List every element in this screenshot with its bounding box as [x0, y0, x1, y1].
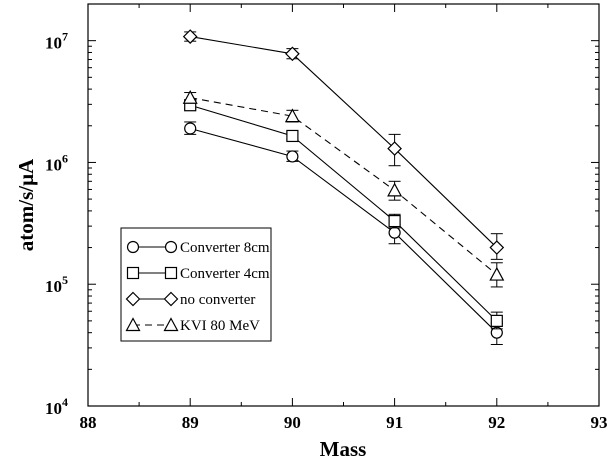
y-tick-label: 104 [45, 395, 68, 418]
legend-marker-start [125, 317, 141, 332]
legend-marker-end [163, 291, 179, 307]
axis-ticks [87, 3, 600, 407]
legend-marker-start [126, 240, 140, 254]
x-tick-label: 90 [284, 413, 301, 432]
legend-marker-end [164, 240, 178, 254]
series-1 [184, 99, 503, 330]
legend-item-0: Converter 8cm [126, 240, 270, 256]
data-point [286, 150, 299, 163]
series-3 [182, 89, 505, 288]
legend-marker-end [164, 266, 178, 280]
series-line [190, 127, 498, 334]
x-tick-label: 92 [488, 413, 505, 432]
data-point [388, 214, 401, 228]
y-tick-label: 105 [45, 273, 68, 296]
legend-marker-start [126, 266, 140, 280]
series-line [190, 97, 498, 276]
x-axis-title: Mass [320, 437, 367, 461]
x-tick-label: 93 [591, 413, 608, 432]
data-point [489, 266, 505, 281]
x-tick-label: 88 [80, 413, 97, 432]
legend-marker-end [163, 317, 179, 332]
data-point [388, 226, 401, 239]
data-point [284, 108, 300, 123]
legend-label: no converter [180, 292, 255, 308]
data-point [285, 46, 300, 62]
legend-item-1: Converter 4cm [126, 266, 270, 282]
legend-label: Converter 8cm [180, 240, 270, 256]
data-point [387, 141, 402, 156]
data-point [182, 89, 198, 104]
x-tick-label: 91 [386, 413, 403, 432]
legend-item-3: KVI 80 MeV [125, 317, 260, 334]
y-tick-label: 106 [45, 151, 68, 174]
y-axis-title: atom/s/μA [14, 158, 38, 251]
legend-label: KVI 80 MeV [180, 318, 260, 334]
legend: Converter 8cm Converter 4cm no converter KV… [125, 240, 270, 334]
legend-item-2: no converter [125, 291, 255, 308]
series-line [190, 104, 498, 322]
data-point [387, 182, 403, 197]
y-tick-label: 107 [45, 30, 68, 53]
data-point [182, 29, 198, 44]
series-line [190, 36, 498, 248]
data-point [184, 122, 197, 135]
legend-label: Converter 4cm [180, 266, 270, 282]
series-layer [182, 29, 505, 345]
plot-frame [87, 3, 600, 407]
x-tick-label: 89 [182, 413, 199, 432]
legend-marker-start [125, 291, 141, 307]
data-point [286, 129, 299, 143]
axis-tick-labels: 88 89 90 91 92 93 104 105 106 107 [45, 30, 608, 432]
data-point [489, 240, 505, 255]
series-2 [182, 29, 505, 260]
data-point [490, 314, 503, 327]
